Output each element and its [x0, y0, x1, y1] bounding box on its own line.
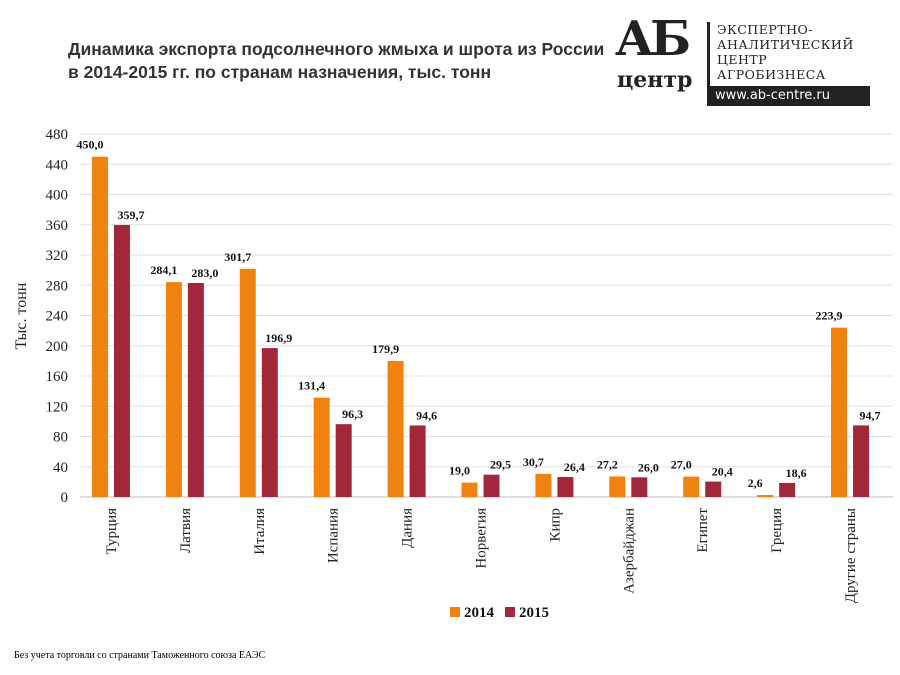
y-tick-label: 320	[46, 248, 69, 264]
bar-2014	[609, 476, 626, 497]
data-label: 26,0	[638, 460, 659, 474]
y-tick-label: 0	[61, 490, 69, 506]
bar-2015	[631, 477, 648, 497]
data-label: 94,6	[416, 408, 437, 422]
data-label: 30,7	[523, 455, 544, 469]
y-tick-label: 240	[46, 309, 69, 325]
x-tick-label: Другие страны	[843, 508, 859, 603]
bar-2015	[261, 348, 278, 497]
bar-2014	[757, 495, 774, 497]
bar-2014	[535, 473, 552, 497]
data-label: 359,7	[117, 208, 144, 222]
y-tick-label: 280	[46, 278, 69, 294]
logo-line: АГРОБИЗНЕСА	[717, 67, 826, 82]
x-tick-label: Испания	[326, 508, 342, 563]
data-label: 94,7	[860, 408, 881, 422]
data-label: 27,2	[597, 457, 618, 471]
footnote: Без учета торговли со странами Таможенно…	[14, 650, 266, 661]
data-label: 96,3	[342, 407, 363, 421]
logo-mark: АБ	[615, 11, 691, 67]
x-tick-label: Турция	[104, 508, 120, 554]
bar-2015	[335, 424, 352, 497]
logo-url: www.ab-centre.ru	[707, 86, 870, 106]
bar-2015	[409, 425, 426, 497]
logo-sub: центр	[617, 67, 693, 93]
bar-2015	[853, 425, 870, 497]
data-label: 179,9	[372, 342, 399, 356]
y-tick-label: 480	[46, 127, 69, 143]
y-tick-label: 40	[53, 460, 68, 476]
data-label: 283,0	[191, 266, 218, 280]
y-tick-label: 160	[46, 369, 69, 385]
legend-label: 2014	[464, 605, 495, 621]
data-label: 29,5	[490, 458, 511, 472]
bar-2015	[705, 481, 722, 497]
logo-divider	[707, 22, 710, 106]
logo-line: ЦЕНТР	[717, 52, 768, 67]
y-tick-label: 360	[46, 218, 69, 234]
x-tick-label: Норвегия	[474, 508, 490, 569]
data-label: 20,4	[712, 465, 733, 479]
data-label: 301,7	[224, 250, 251, 264]
x-tick-label: Дания	[400, 508, 416, 548]
bar-2014	[313, 397, 330, 497]
chart-title: Динамика экспорта подсолнечного жмыха и …	[68, 39, 605, 82]
y-tick-label: 200	[46, 339, 69, 355]
legend-swatch	[505, 607, 515, 617]
data-label: 27,0	[671, 458, 692, 472]
data-label: 196,9	[265, 331, 292, 345]
logo-line: ЭКСПЕРТНО-	[717, 22, 813, 37]
bar-2015	[483, 474, 500, 497]
legend-label: 2015	[519, 605, 549, 621]
y-tick-label: 400	[46, 188, 69, 204]
data-label: 450,0	[76, 138, 103, 152]
bar-2014	[683, 476, 700, 497]
x-tick-label: Египет	[695, 508, 711, 553]
x-tick-label: Азербайджан	[621, 508, 637, 594]
bar-2014	[165, 282, 182, 497]
data-label: 18,6	[786, 466, 807, 480]
data-label: 19,0	[449, 464, 470, 478]
data-label: 284,1	[150, 263, 177, 277]
bar-2015	[557, 477, 574, 497]
bar-2015	[779, 482, 796, 497]
y-axis-label: Тыс. тонн	[13, 282, 30, 349]
logo-text: ЭКСПЕРТНО- АНАЛИТИЧЕСКИЙ ЦЕНТР АГРОБИЗНЕ…	[717, 22, 854, 82]
bar-2014	[461, 482, 478, 497]
x-tick-label: Италия	[252, 508, 268, 555]
legend-swatch	[450, 607, 460, 617]
data-label: 131,4	[298, 379, 325, 393]
bar-2015	[113, 224, 130, 497]
bar-2014	[387, 360, 404, 497]
bar-2014	[239, 268, 256, 497]
data-label: 223,9	[816, 309, 843, 323]
bar-2014	[831, 327, 848, 497]
x-tick-label: Греция	[769, 508, 785, 553]
y-tick-label: 440	[46, 157, 69, 173]
y-tick-label: 120	[46, 399, 69, 415]
ab-centre-logo: АБ центр ЭКСПЕРТНО- АНАЛИТИЧЕСКИЙ ЦЕНТР …	[615, 14, 875, 110]
data-label: 2,6	[748, 476, 763, 490]
x-tick-label: Латвия	[178, 508, 194, 553]
data-label: 26,4	[564, 460, 585, 474]
bar-2014	[91, 156, 108, 497]
logo-line: АНАЛИТИЧЕСКИЙ	[717, 37, 854, 52]
bar-2015	[187, 282, 204, 497]
x-tick-label: Кипр	[547, 508, 563, 542]
y-tick-label: 80	[53, 430, 68, 446]
